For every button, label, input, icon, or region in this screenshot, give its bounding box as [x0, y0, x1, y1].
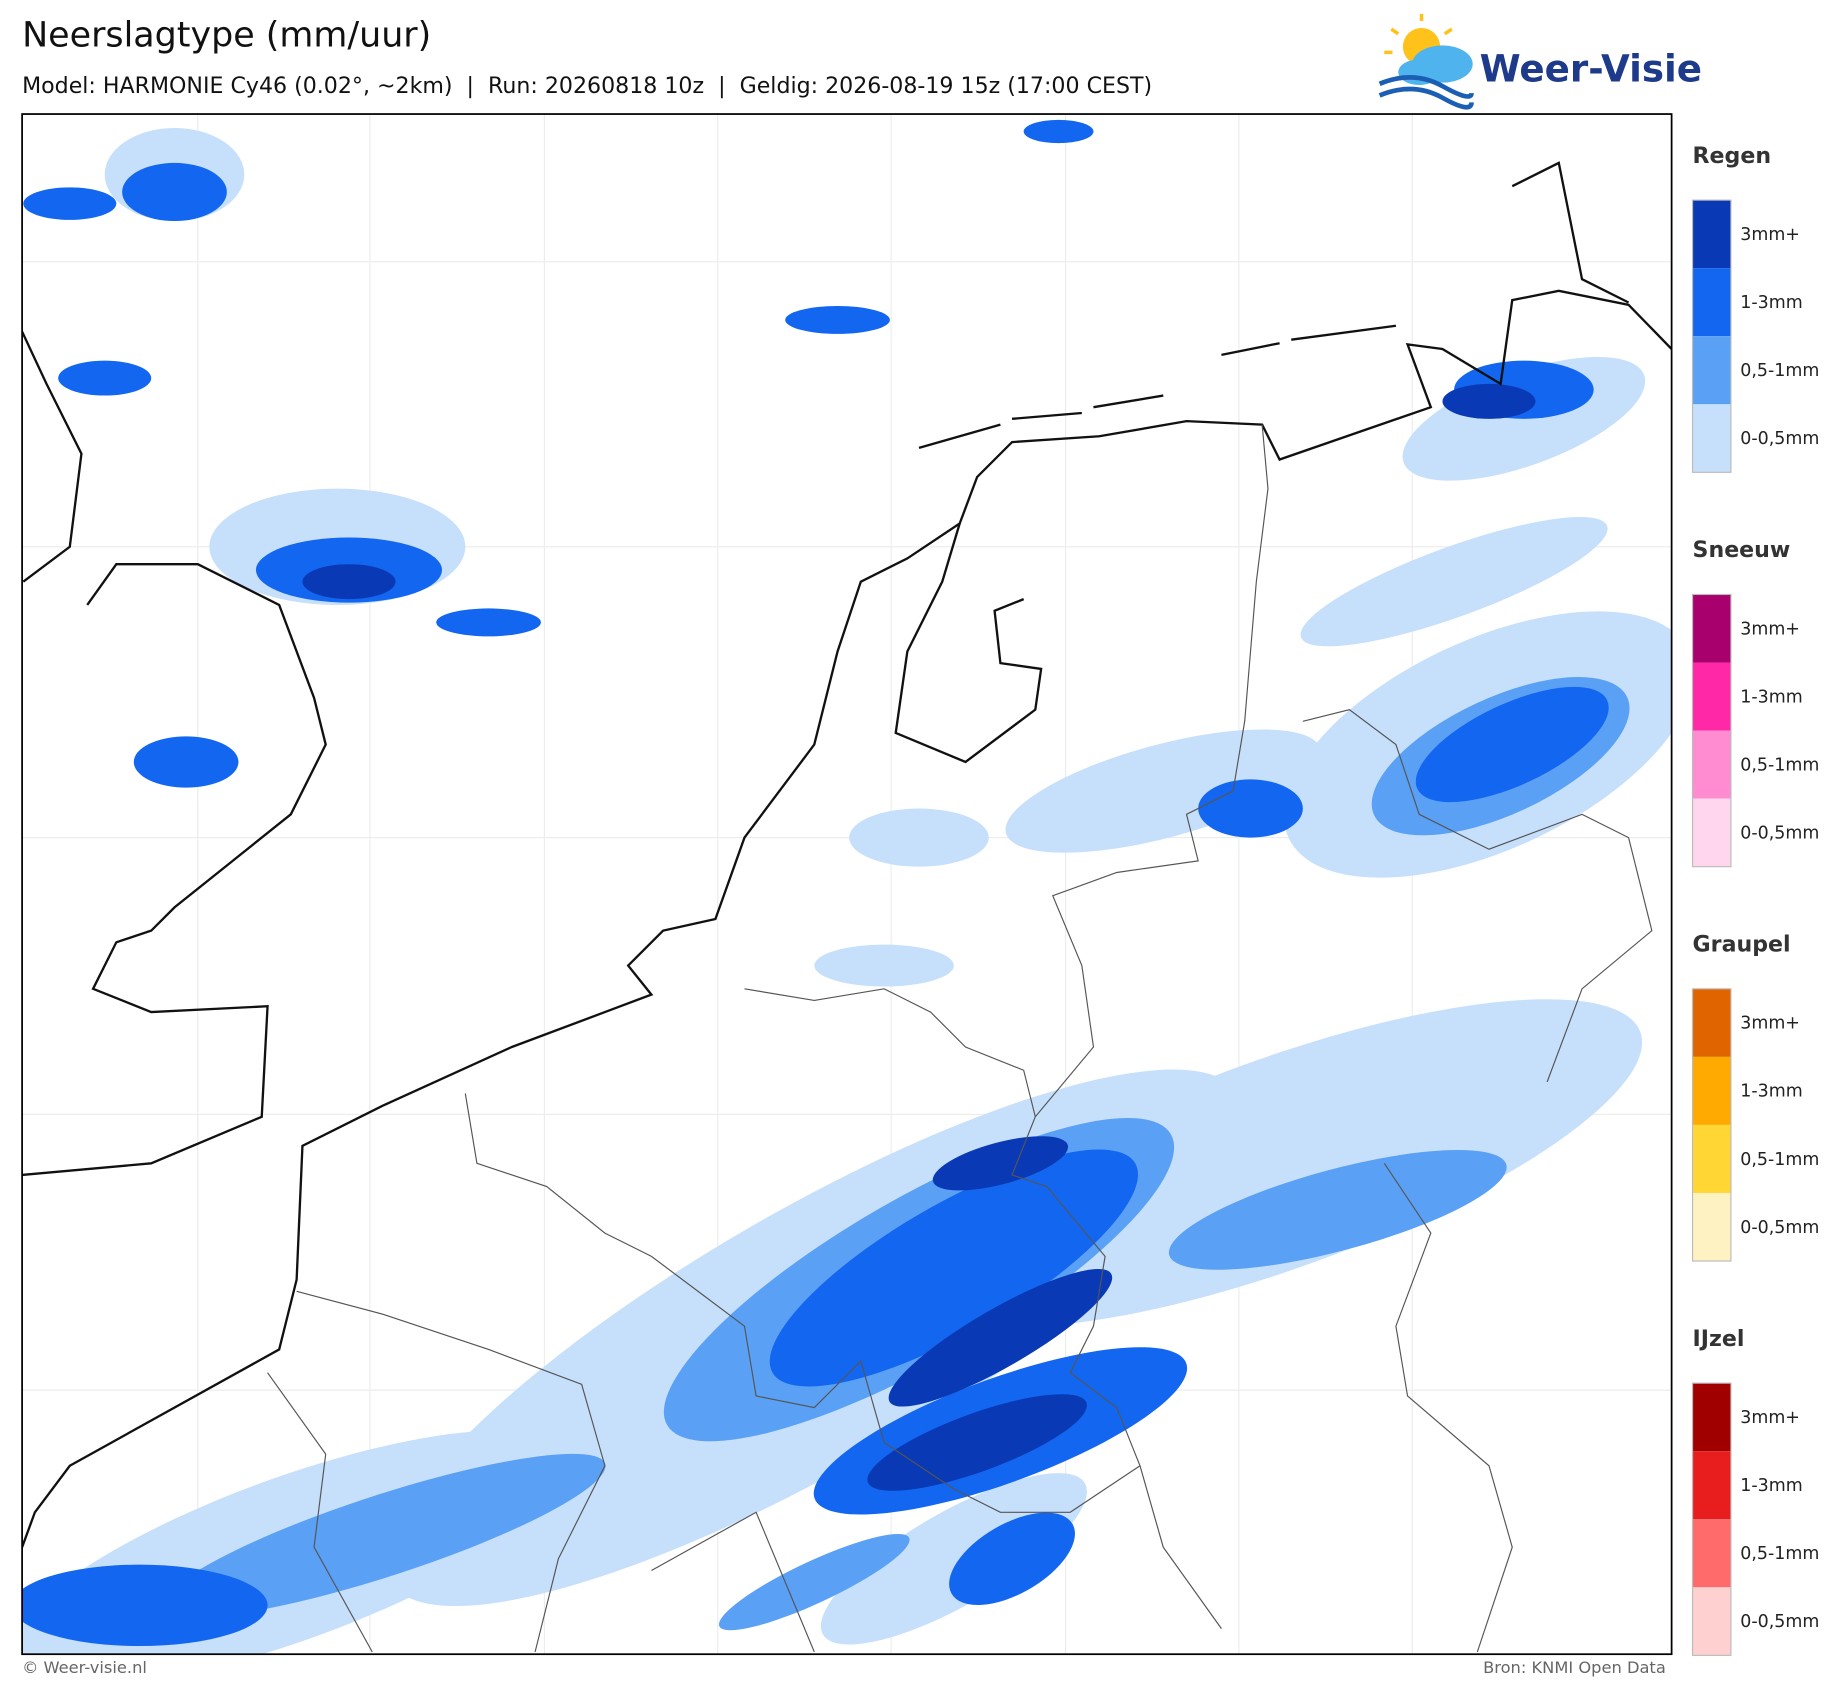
legend-swatch [1692, 730, 1731, 799]
legend-label: 0-0,5mm [1740, 429, 1819, 449]
coastlines [22, 161, 1672, 1548]
legend-label: 0,5-1mm [1740, 1544, 1819, 1564]
legend-label: 0,5-1mm [1740, 755, 1819, 775]
legend-swatch [1692, 1056, 1731, 1125]
legend-title: IJzel [1693, 1326, 1745, 1352]
legend-swatch [1692, 268, 1731, 337]
legend-swatch [1692, 988, 1731, 1057]
legend-swatch [1692, 1451, 1731, 1520]
legend-label: 0-0,5mm [1740, 1218, 1819, 1238]
subtitle: Model: HARMONIE Cy46 (0.02°, ~2km) | Run… [22, 73, 1152, 99]
legend-label: 0,5-1mm [1740, 361, 1819, 381]
logo-text: Weer-Visie [1480, 46, 1702, 90]
legend-swatch [1692, 1192, 1731, 1262]
legend-label: 3mm+ [1740, 1014, 1800, 1034]
legend-label: 3mm+ [1740, 1408, 1800, 1428]
legend-frame [1691, 593, 1732, 868]
legend-label: 0-0,5mm [1740, 1612, 1819, 1632]
legend-label: 1-3mm [1740, 1476, 1802, 1496]
map-frame [21, 113, 1673, 1656]
legend-frame [1691, 1382, 1732, 1656]
legend-label: 1-3mm [1740, 687, 1802, 707]
legend-title: Sneeuw [1693, 537, 1791, 563]
legend-frame [1691, 199, 1732, 473]
legend-swatch [1692, 1124, 1731, 1193]
legend-swatch [1692, 200, 1731, 269]
footer-credit: © Weer-visie.nl [22, 1658, 147, 1677]
legend-swatch [1692, 798, 1731, 867]
footer-source: Bron: KNMI Open Data [1483, 1658, 1666, 1677]
borders [267, 424, 1653, 1653]
legend-swatch [1692, 404, 1731, 473]
legend-label: 3mm+ [1740, 225, 1800, 245]
legend-swatch [1692, 1383, 1731, 1452]
legend-title: Regen [1693, 143, 1772, 169]
legend-label: 3mm+ [1740, 619, 1800, 639]
legend-swatch [1692, 662, 1731, 731]
precipitation [22, 119, 1672, 1655]
legend-label: 1-3mm [1740, 1082, 1802, 1102]
legend-swatch [1692, 336, 1731, 405]
legend-frame [1691, 988, 1732, 1262]
legend-swatch [1692, 594, 1731, 663]
legend-swatch [1692, 1519, 1731, 1588]
title: Neerslagtype (mm/uur) [22, 16, 431, 56]
legend: Regen 3mm+ 1-3mm 0,5-1mm 0-0,5mm Sneeuw 3mm+ 1-… [1691, 143, 1819, 1656]
legend-label: 0-0,5mm [1740, 823, 1819, 843]
legend-label: 1-3mm [1740, 293, 1802, 313]
logo: Weer-Visie [1378, 13, 1702, 110]
legend-swatch [1692, 1587, 1731, 1656]
legend-title: Graupel [1693, 932, 1791, 958]
map [22, 114, 1672, 1655]
legend-label: 0,5-1mm [1740, 1150, 1819, 1170]
